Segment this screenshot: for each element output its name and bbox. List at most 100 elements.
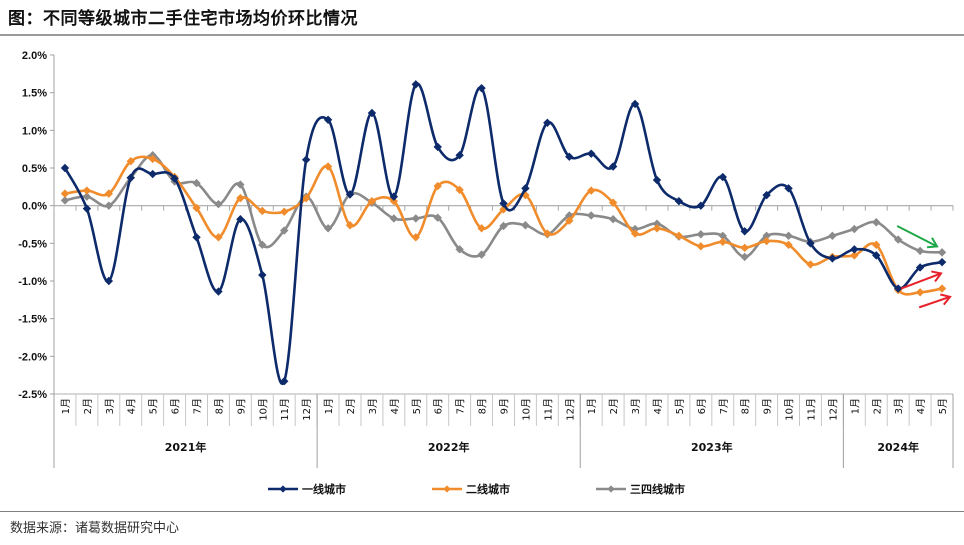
x-tick-label: 8月 [213,398,225,414]
data-point [192,178,201,188]
legend: 一线城市 二线城市 三四线城市 [268,482,685,496]
data-point [280,376,289,386]
x-tick-label: 5月 [148,398,160,414]
legend-swatch-marker [443,485,451,493]
data-point [323,224,333,233]
y-tick-label: 0.5% [22,163,47,175]
data-point [499,199,508,208]
x-tick-label: 4月 [652,398,664,414]
data-point [543,118,552,127]
data-point [345,221,355,230]
data-source: 数据来源：诸葛数据研究中心 [10,521,180,536]
data-point [587,149,596,158]
x-tick-label: 1月 [60,398,72,414]
y-tick-label: 0.0% [22,201,47,213]
series-1 [60,80,947,386]
data-point [521,190,530,200]
data-point [872,218,881,227]
data-point [565,152,574,161]
legend-label: 一线城市 [302,482,346,496]
data-point [236,180,245,189]
data-point [60,196,70,205]
data-point [784,240,793,250]
data-point [740,227,749,236]
data-point [630,224,640,234]
data-point [652,175,662,185]
series-2 [60,154,947,297]
data-point [60,189,70,198]
data-point [389,214,399,223]
data-point [104,276,114,286]
data-point [433,142,442,152]
data-point [455,150,464,160]
data-point [477,250,486,259]
data-point [258,270,267,280]
green-arrow-down [896,225,939,249]
data-point [433,181,442,191]
data-point [60,163,70,173]
data-point [762,190,771,200]
data-point [608,162,618,171]
data-point [258,206,267,216]
data-point [126,173,135,182]
x-tick-label: 6月 [696,398,708,414]
x-tick-label: 9月 [762,398,774,414]
data-point [301,155,311,164]
x-tick-label: 2月 [345,398,357,414]
data-point [126,157,135,166]
data-point [411,233,420,242]
data-point [433,213,442,222]
legend-item-3: 三四线城市 [596,482,685,496]
data-point [806,239,815,248]
data-point [850,224,859,234]
y-tick-label: -2.5% [18,389,47,401]
year-label: 2022年 [428,440,470,454]
x-tick-label: 6月 [433,398,445,414]
title-divider [0,34,964,36]
data-point [367,196,377,206]
data-point [82,204,92,213]
data-point [696,242,706,251]
legend-swatch-marker [279,485,287,493]
data-point [411,80,420,89]
y-tick-label: -2.0% [18,351,47,363]
data-point [236,193,245,203]
data-point [674,231,684,240]
data-point [214,199,223,209]
data-point [192,203,201,213]
arrow-head [931,270,943,283]
data-point [236,215,245,224]
x-tick-label: 1月 [323,398,335,414]
x-tick-label: 2月 [871,398,883,414]
x-tick-label: 9月 [235,398,247,414]
data-point [740,243,749,253]
data-point [718,172,727,182]
data-point [850,245,859,254]
data-point [477,83,486,93]
data-point [828,231,837,240]
data-point [258,240,267,250]
data-point [323,162,333,171]
x-tick-label: 5月 [411,398,423,414]
axes: 2.0% 1.5% 1.0% 0.5% 0.0% -0.5% -1.0% -1.5% -2.0%… [18,50,954,468]
x-tick-label: 3月 [893,398,905,414]
red-arrow-up-tier1 [900,270,943,290]
data-point [652,224,662,233]
x-tick-label: 3月 [104,398,116,414]
data-point [565,216,574,225]
data-point [345,190,355,199]
x-tick-label: 6月 [170,398,182,414]
data-point [784,231,793,240]
series-3 [60,150,947,262]
x-tick-label: 7月 [455,398,467,414]
data-point [587,186,596,195]
x-tick-label: 7月 [718,398,730,414]
data-point [740,252,749,262]
annotation-layer [896,225,952,309]
data-point [893,235,903,244]
data-point [148,169,157,179]
x-tick-label: 3月 [367,398,379,414]
legend-label: 三四线城市 [630,482,685,496]
data-point [148,154,157,164]
arrow-shaft [900,272,942,290]
